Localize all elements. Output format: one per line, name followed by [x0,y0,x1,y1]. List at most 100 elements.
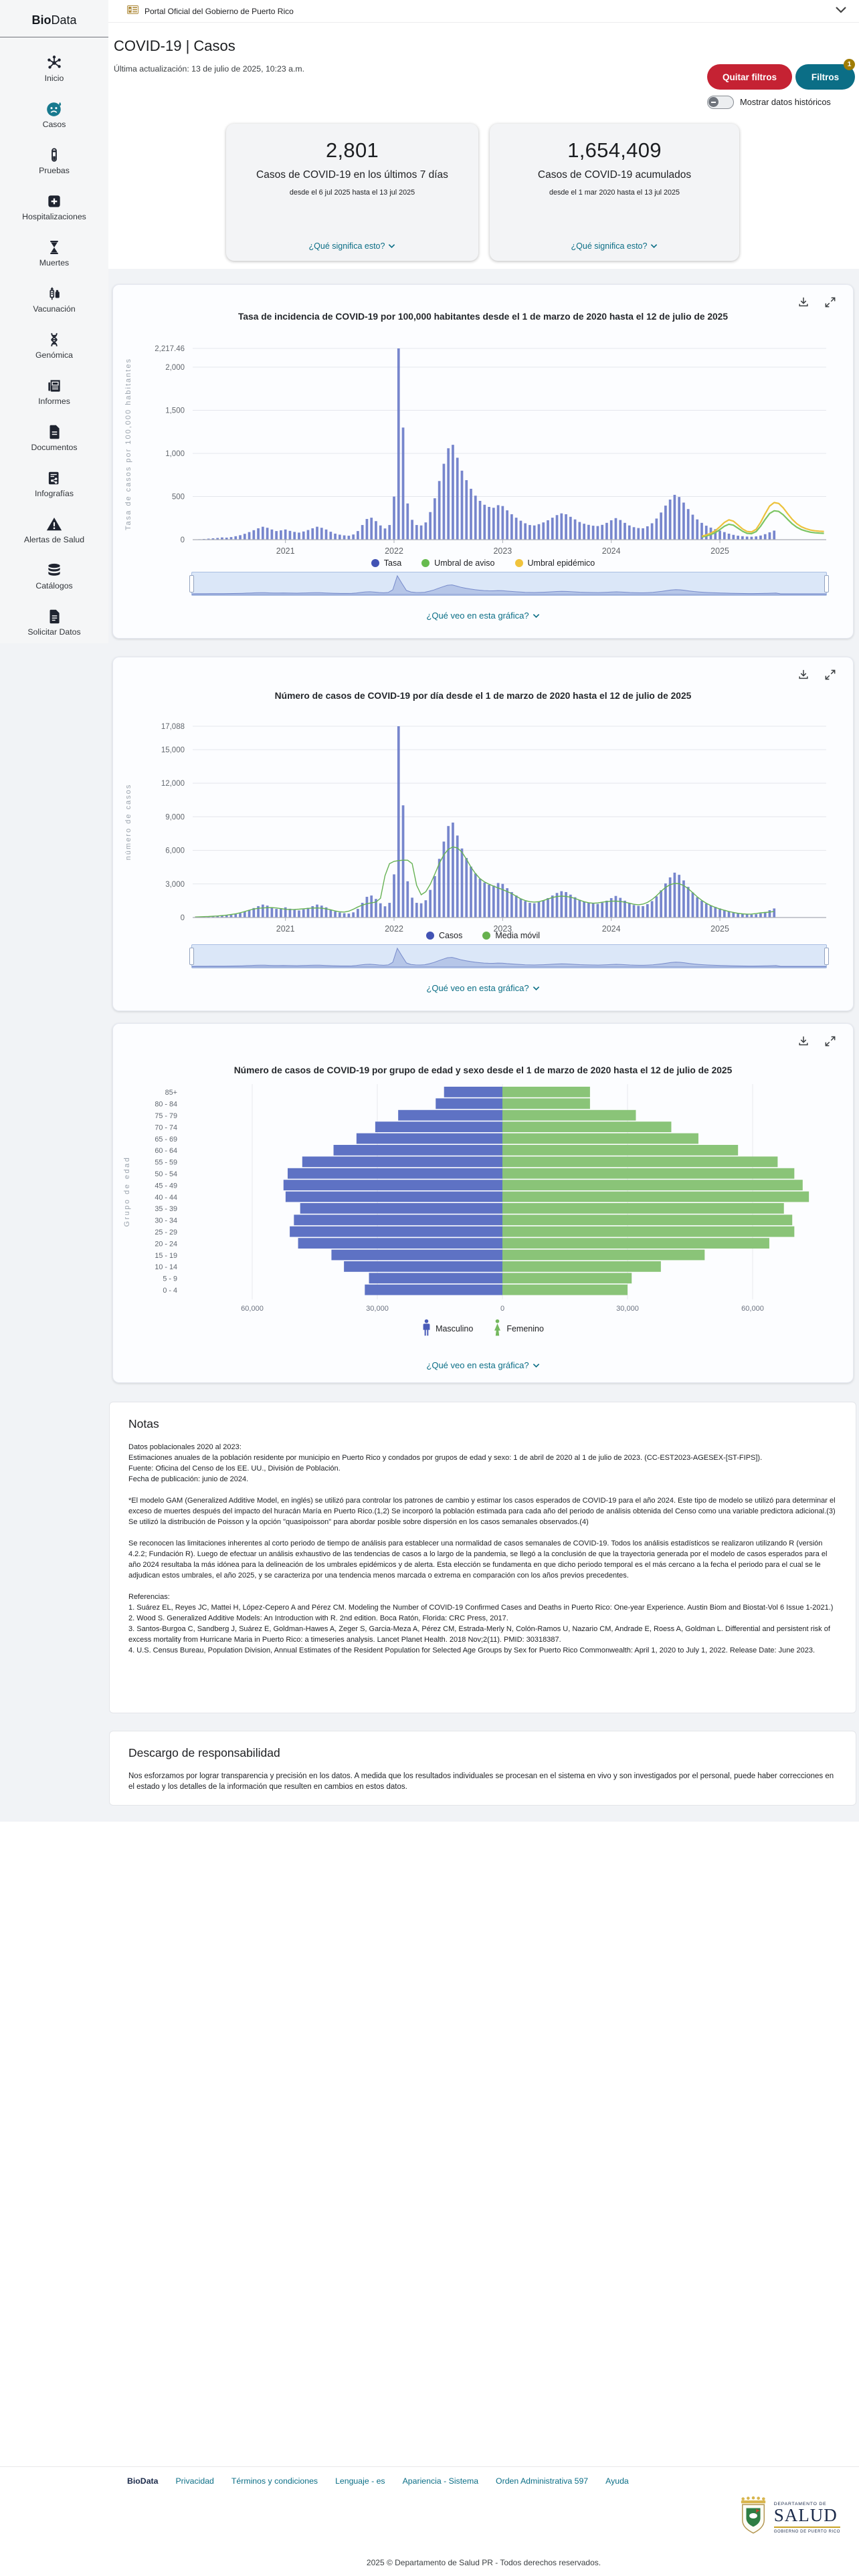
chart-legend: Tasa Umbral de aviso Umbral epidémico [113,558,853,568]
svg-text:50 - 54: 50 - 54 [155,1170,177,1178]
note-paragraph: Referencias: 1. Suárez EL, Reyes JC, Mat… [128,1593,834,1654]
government-banner: Portal Oficial del Gobierno de Puerto Ri… [108,0,859,23]
stat-label: Casos de COVID-19 en los últimos 7 días [256,169,448,181]
sidebar-item-catalogos[interactable]: Catálogos [0,553,108,599]
sidebar-item-vacunacion[interactable]: Vacunación [0,276,108,322]
sidebar-item-label: Pruebas [39,166,70,175]
svg-text:2022: 2022 [385,924,403,934]
chart-actions [795,294,838,312]
disclaimer-text: Nos esforzamos por lograr transparencia … [128,1772,834,1791]
incidence-rate-chart: 0 500 1,000 1,500 2,000 2,217.46 2021 2022 2023 2… [113,332,854,562]
svg-text:30,000: 30,000 [366,1305,389,1313]
legend-label: Tasa [383,558,402,568]
footer-link-orden-administrativa-597[interactable]: Orden Administrativa 597 [496,2476,589,2486]
sidebar-item-solicitar[interactable]: Solicitar Datos [0,599,108,645]
remove-filters-button[interactable]: Quitar filtros [707,64,792,90]
download-chart-icon[interactable] [795,1033,812,1051]
sidebar-item-inicio[interactable]: Inicio [0,45,108,92]
expand-chart-icon[interactable] [822,667,838,685]
svg-text:2025: 2025 [710,924,729,934]
legend-dot [425,932,434,940]
alertas-icon [45,516,63,533]
svg-text:9,000: 9,000 [165,813,185,821]
footer-link-apariencia---sistema[interactable]: Apariencia - Sistema [402,2476,479,2486]
sidebar-item-label: Muertes [39,258,70,267]
footer-link-términos-y-condiciones[interactable]: Términos y condiciones [231,2476,318,2486]
legend-item-umbral-epidémico[interactable]: Umbral epidémico [514,558,595,568]
salud-department-logo: DEPARTAMENTO DE SALUD GOBIERNO DE PUERTO… [739,2495,840,2540]
slider-mini-chart [192,574,826,595]
sidebar-item-label: Genómica [35,350,74,360]
slider-handle-left[interactable] [189,948,194,965]
legend-item-media-móvil[interactable]: Media móvil [482,931,540,940]
svg-text:Grupo de edad: Grupo de edad [123,1156,131,1227]
svg-text:0: 0 [181,914,185,922]
svg-text:500: 500 [172,494,185,502]
svg-text:17,088: 17,088 [161,723,185,731]
banner-chevron-down-icon[interactable] [834,5,848,17]
documentos-icon [45,423,63,441]
stat-date-range: desde el 6 jul 2025 hasta el 13 jul 2025 [289,189,415,197]
legend-item-tasa[interactable]: Tasa [371,558,401,568]
biodata-logo[interactable]: BioData [31,13,77,27]
sidebar-item-label: Alertas de Salud [23,535,85,544]
historic-data-toggle[interactable] [707,96,734,109]
what-do-i-see-link[interactable]: ¿Qué veo en esta gráfica? [113,983,853,993]
legend-item-casos[interactable]: Casos [425,931,462,940]
slider-handle-right[interactable] [824,575,829,593]
slider-handle-left[interactable] [189,575,194,593]
svg-text:15 - 19: 15 - 19 [155,1252,177,1260]
chart-range-slider[interactable] [189,944,829,968]
expand-chart-icon[interactable] [822,294,838,312]
svg-text:5 - 9: 5 - 9 [163,1275,177,1283]
svg-text:número de casos: número de casos [124,784,132,860]
what-do-i-see-link[interactable]: ¿Qué veo en esta gráfica? [113,1360,853,1370]
svg-text:65 - 69: 65 - 69 [155,1136,177,1144]
download-chart-icon[interactable] [795,667,812,685]
chart-canvas: 0 500 1,000 1,500 2,000 2,217.46 2021 2022 2023 2… [124,345,826,556]
chart-title: Número de casos de COVID-19 por grupo de… [233,1065,733,1075]
footer: BioData Privacidad Términos y condiciones L… [0,2466,859,2576]
svg-text:6,000: 6,000 [165,847,185,855]
legend-item-masculino[interactable]: Masculino [422,1319,473,1339]
sidebar-item-informes[interactable]: Informes [0,368,108,415]
legend-dot [514,559,523,567]
disclaimer-title: Descargo de responsabilidad [128,1746,280,1759]
sidebar-item-pruebas[interactable]: Pruebas [0,138,108,184]
sidebar-item-alertas[interactable]: Alertas de Salud [0,507,108,553]
hospitalizaciones-icon [45,193,63,210]
svg-text:30,000: 30,000 [616,1305,639,1313]
footer-link-privacidad[interactable]: Privacidad [175,2476,214,2486]
what-does-this-mean-link[interactable]: ¿Qué significa esto? [226,241,478,251]
footer-link-biodata[interactable]: BioData [127,2476,159,2486]
toggle-knob [708,97,719,107]
inicio-icon [45,54,63,72]
filters-count-badge: 1 [844,59,855,70]
chart-canvas: 0 3,000 6,000 9,000 12,000 15,000 17,088 2021 20… [124,723,826,934]
sidebar-item-documentos[interactable]: Documentos [0,415,108,461]
footer-link-ayuda[interactable]: Ayuda [605,2476,629,2486]
sidebar-item-label: Casos [42,120,66,129]
download-chart-icon[interactable] [795,294,812,312]
salud-shield-icon [739,2495,768,2540]
svg-text:2021: 2021 [276,924,295,934]
svg-text:2025: 2025 [710,546,729,556]
slider-handle-right[interactable] [824,948,829,965]
expand-chart-icon[interactable] [822,1033,838,1051]
legend-item-femenino[interactable]: Femenino [493,1319,544,1339]
chart-range-slider[interactable] [189,572,829,596]
sidebar-item-muertes[interactable]: Muertes [0,230,108,276]
catalogos-icon [45,562,63,579]
what-does-this-mean-link[interactable]: ¿Qué significa esto? [490,241,739,251]
sidebar-item-hospitalizaciones[interactable]: Hospitalizaciones [0,184,108,230]
footer-link-lenguaje---es[interactable]: Lenguaje - es [335,2476,385,2486]
legend-item-umbral-de-aviso[interactable]: Umbral de aviso [421,558,495,568]
what-do-i-see-link[interactable]: ¿Qué veo en esta gráfica? [113,611,853,621]
sidebar-item-casos[interactable]: Casos [0,92,108,138]
svg-text:0: 0 [181,536,185,544]
svg-text:2,217.46: 2,217.46 [155,345,185,353]
svg-text:35 - 39: 35 - 39 [155,1205,177,1213]
sidebar-item-genomica[interactable]: Genómica [0,322,108,368]
daily-cases-chart: 0 3,000 6,000 9,000 12,000 15,000 17,088 2021 20… [113,710,854,940]
sidebar-item-infografias[interactable]: Infografías [0,461,108,507]
